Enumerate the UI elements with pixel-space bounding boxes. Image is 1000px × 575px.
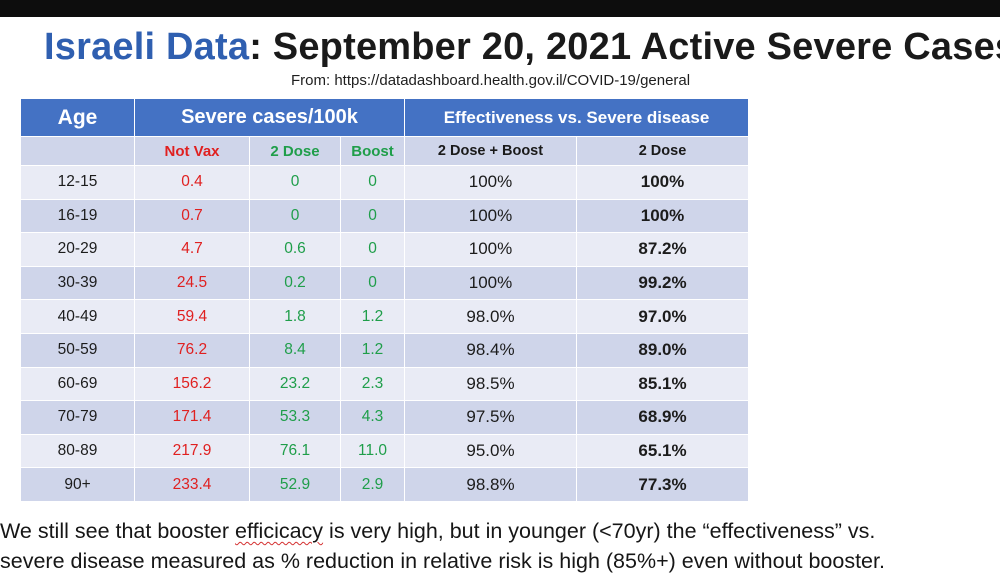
slide-title: Israeli Data: September 20, 2021 Active … [44, 24, 1000, 70]
table-row: 20-29 4.7 0.6 0 100% 87.2% [20, 232, 750, 267]
subheader-2-dose-effectiveness: 2 Dose [575, 136, 750, 166]
cell-age: 80-89 [20, 433, 135, 469]
table-row: 80-89 217.9 76.1 11.0 95.0% 65.1% [20, 433, 750, 469]
cell-age: 12-15 [20, 165, 135, 200]
table-row: 16-19 0.7 0 0 100% 100% [20, 198, 750, 234]
cell-not-vax: 156.2 [134, 366, 250, 402]
cell-2-dose: 0 [249, 165, 341, 200]
cell-age: 60-69 [20, 366, 135, 402]
table-row: 40-49 59.4 1.8 1.2 98.0% 97.0% [20, 299, 750, 334]
cell-age: 16-19 [20, 198, 135, 234]
cell-effectiveness-2-dose-boost: 100% [404, 198, 577, 234]
cell-not-vax: 76.2 [134, 332, 250, 368]
cell-effectiveness-2-dose-boost: 100% [404, 232, 577, 267]
top-black-bar [0, 0, 1000, 17]
cell-boost: 0 [340, 198, 405, 234]
table-row: 60-69 156.2 23.2 2.3 98.5% 85.1% [20, 366, 750, 402]
cell-effectiveness-2-dose: 97.0% [575, 299, 750, 334]
cell-age: 20-29 [20, 232, 135, 267]
header-effectiveness: Effectiveness vs. Severe disease [403, 98, 750, 137]
cell-not-vax: 4.7 [134, 232, 250, 267]
cell-effectiveness-2-dose-boost: 98.8% [404, 467, 577, 502]
table-row: 30-39 24.5 0.2 0 100% 99.2% [20, 265, 750, 301]
cell-effectiveness-2-dose-boost: 98.4% [404, 332, 577, 368]
subheader-age-blank [20, 136, 135, 166]
subheader-boost: Boost [340, 136, 405, 166]
cell-boost: 2.3 [340, 366, 405, 402]
table-row: 12-15 0.4 0 0 100% 100% [20, 165, 750, 200]
cell-not-vax: 0.4 [134, 165, 250, 200]
cell-boost: 0 [340, 265, 405, 301]
cell-not-vax: 59.4 [134, 299, 250, 334]
cell-2-dose: 76.1 [249, 433, 341, 469]
subheader-row: Not Vax 2 Dose Boost 2 Dose + Boost 2 Do… [20, 136, 750, 166]
cell-age: 40-49 [20, 299, 135, 334]
caption-line-1-start: We still see that booster [0, 519, 236, 543]
cell-boost: 4.3 [340, 400, 405, 435]
title-rest: : September 20, 2021 Active Severe Cases [249, 26, 1000, 68]
cell-effectiveness-2-dose-boost: 98.5% [404, 366, 577, 402]
cell-2-dose: 0.2 [249, 265, 341, 301]
caption-line-1-end: is very high, but in younger (<70yr) the… [323, 519, 876, 543]
source-citation: From: https://datadashboard.health.gov.i… [291, 72, 691, 89]
caption-misspelled-word: efficicacy [235, 519, 324, 543]
table-row: 90+ 233.4 52.9 2.9 98.8% 77.3% [20, 467, 750, 502]
cell-effectiveness-2-dose: 100% [575, 165, 750, 200]
subheader-not-vax: Not Vax [134, 136, 250, 166]
cell-age: 50-59 [20, 332, 135, 368]
cell-age: 30-39 [20, 265, 135, 301]
cell-2-dose: 0.6 [249, 232, 341, 267]
cell-2-dose: 52.9 [249, 467, 341, 502]
cell-effectiveness-2-dose: 89.0% [575, 332, 750, 368]
cell-not-vax: 24.5 [134, 265, 250, 301]
slide-caption: We still see that booster efficicacy is … [0, 516, 1000, 575]
cell-2-dose: 53.3 [249, 400, 341, 435]
cell-boost: 1.2 [340, 299, 405, 334]
cell-effectiveness-2-dose: 77.3% [575, 467, 750, 502]
cell-not-vax: 171.4 [134, 400, 250, 435]
cell-boost: 0 [340, 232, 405, 267]
cell-effectiveness-2-dose-boost: 97.5% [404, 400, 577, 435]
title-accent: Israeli Data [44, 26, 250, 68]
cell-effectiveness-2-dose: 100% [575, 198, 750, 234]
table-row: 50-59 76.2 8.4 1.2 98.4% 89.0% [20, 332, 750, 368]
cell-not-vax: 233.4 [134, 467, 250, 502]
cell-effectiveness-2-dose: 85.1% [575, 366, 750, 402]
cell-effectiveness-2-dose-boost: 98.0% [404, 299, 577, 334]
cell-effectiveness-2-dose: 65.1% [575, 433, 750, 469]
cell-effectiveness-2-dose-boost: 100% [404, 165, 577, 200]
cell-2-dose: 0 [249, 198, 341, 234]
subheader-2-dose: 2 Dose [249, 136, 341, 166]
cell-2-dose: 8.4 [249, 332, 341, 368]
caption-line-2: severe disease measured as % reduction i… [0, 549, 885, 573]
cell-not-vax: 217.9 [134, 433, 250, 469]
cell-2-dose: 23.2 [249, 366, 341, 402]
cell-boost: 11.0 [340, 433, 405, 469]
cell-effectiveness-2-dose: 68.9% [575, 400, 750, 435]
severe-cases-table: Age Severe cases/100k Effectiveness vs. … [20, 98, 750, 502]
header-severe-cases: Severe cases/100k [134, 98, 405, 137]
cell-boost: 0 [340, 165, 405, 200]
cell-not-vax: 0.7 [134, 198, 250, 234]
header-row: Age Severe cases/100k Effectiveness vs. … [20, 98, 750, 137]
table-row: 70-79 171.4 53.3 4.3 97.5% 68.9% [20, 400, 750, 435]
cell-boost: 2.9 [340, 467, 405, 502]
cell-effectiveness-2-dose: 99.2% [575, 265, 750, 301]
cell-effectiveness-2-dose-boost: 100% [404, 265, 577, 301]
cell-age: 90+ [20, 467, 135, 502]
cell-age: 70-79 [20, 400, 135, 435]
cell-2-dose: 1.8 [249, 299, 341, 334]
cell-effectiveness-2-dose-boost: 95.0% [404, 433, 577, 469]
caption-line-1: We still see that booster efficicacy is … [0, 516, 1000, 546]
subheader-2-dose-boost: 2 Dose + Boost [404, 136, 577, 166]
cell-boost: 1.2 [340, 332, 405, 368]
header-age: Age [20, 98, 135, 137]
cell-effectiveness-2-dose: 87.2% [575, 232, 750, 267]
